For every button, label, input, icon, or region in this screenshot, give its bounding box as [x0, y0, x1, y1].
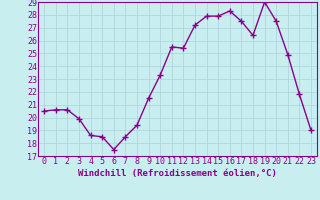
X-axis label: Windchill (Refroidissement éolien,°C): Windchill (Refroidissement éolien,°C) — [78, 169, 277, 178]
